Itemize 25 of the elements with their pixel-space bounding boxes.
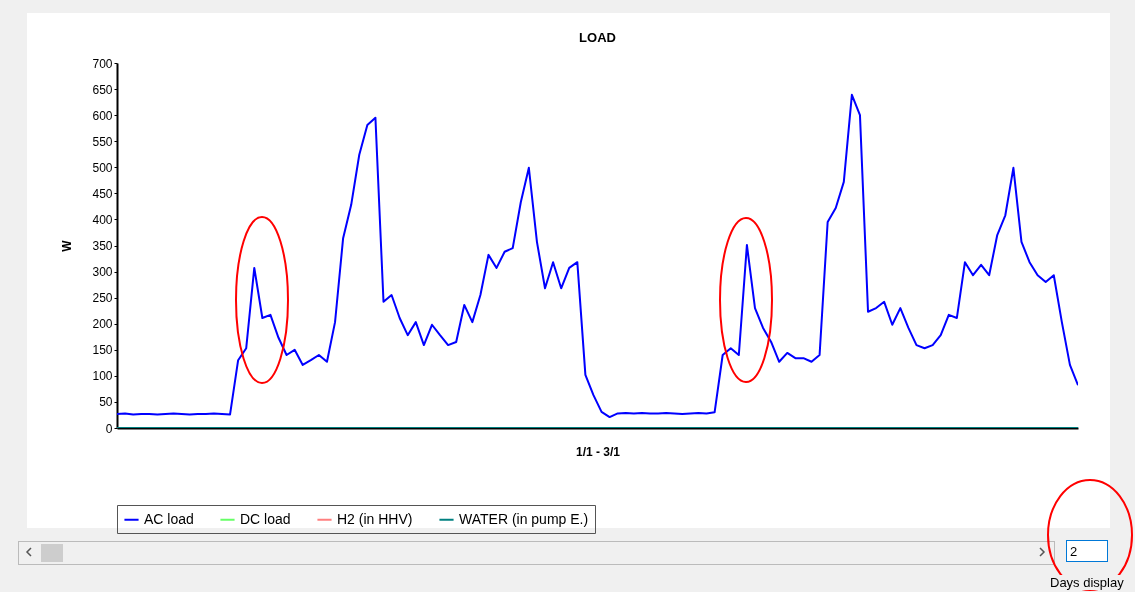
legend-label: WATER (in pump E.) — [459, 510, 589, 527]
y-tick-label: 100 — [92, 369, 113, 384]
y-axis-title: W — [60, 239, 75, 252]
line-series — [117, 93, 1078, 419]
legend-label: H2 (in HHV) — [337, 510, 413, 527]
y-tick-label: 550 — [92, 134, 113, 149]
y-tick-label: 450 — [92, 186, 113, 201]
y-tick-label: 350 — [92, 239, 113, 253]
chart-title: LOAD — [579, 30, 616, 45]
y-tick-label: 700 — [92, 56, 113, 71]
text: 2 — [1066, 540, 1108, 562]
legend-label: AC load — [144, 510, 194, 527]
y-tick-label: 150 — [92, 343, 113, 358]
y-tick-label: 250 — [92, 291, 113, 306]
x-axis-title: 1/1 - 3/1 — [575, 444, 621, 459]
legend-label: DC load — [240, 510, 291, 527]
text: Days display — [1050, 575, 1124, 590]
y-tick-label: 0 — [105, 421, 113, 436]
y-tick-label: 50 — [99, 395, 113, 410]
y-tick-label: 600 — [92, 108, 113, 123]
y-tick-label: 200 — [92, 317, 113, 332]
y-tick-label: 500 — [92, 160, 113, 175]
y-tick-label: 400 — [92, 212, 113, 227]
y-tick-label: 650 — [92, 82, 113, 97]
y-tick-label: 300 — [92, 265, 113, 280]
